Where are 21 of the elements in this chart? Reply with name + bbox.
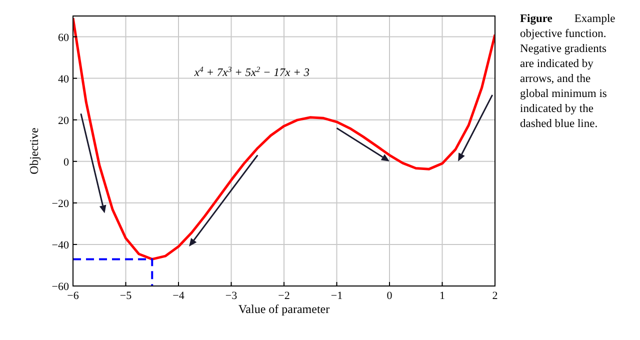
y-axis-title: Objective xyxy=(27,128,41,174)
y-tick-label: −20 xyxy=(52,198,70,210)
y-tick-label: 40 xyxy=(58,73,70,86)
y-tick-label: 0 xyxy=(64,156,70,168)
x-tick-label: 2 xyxy=(492,290,498,302)
x-tick-label: −4 xyxy=(172,290,185,302)
y-tick-label: 20 xyxy=(58,114,70,127)
x-tick-label: −2 xyxy=(278,290,290,302)
y-tick-label: −60 xyxy=(52,281,70,293)
text: Figure Example objective function. Negative gradients are indicated by arrows, and the global minimum is indicated by the dashed blue line. xyxy=(520,13,616,130)
x-axis-title: Value of parameter xyxy=(238,302,330,316)
y-tick-label: −40 xyxy=(52,239,70,252)
x-tick-label: −3 xyxy=(225,290,238,302)
y-tick-label: 60 xyxy=(58,32,70,44)
x-tick-label: 0 xyxy=(386,290,393,302)
x-tick-label: −5 xyxy=(120,290,132,302)
x-tick-label: 1 xyxy=(440,290,445,302)
x-tick-label: −6 xyxy=(67,290,80,302)
x-tick-label: −1 xyxy=(330,290,343,302)
annotation: x$^{4}$ + 7x$^{3}$ + 5x$^{2}$ − 17x + 3 xyxy=(193,64,310,80)
line-series xyxy=(73,16,495,260)
